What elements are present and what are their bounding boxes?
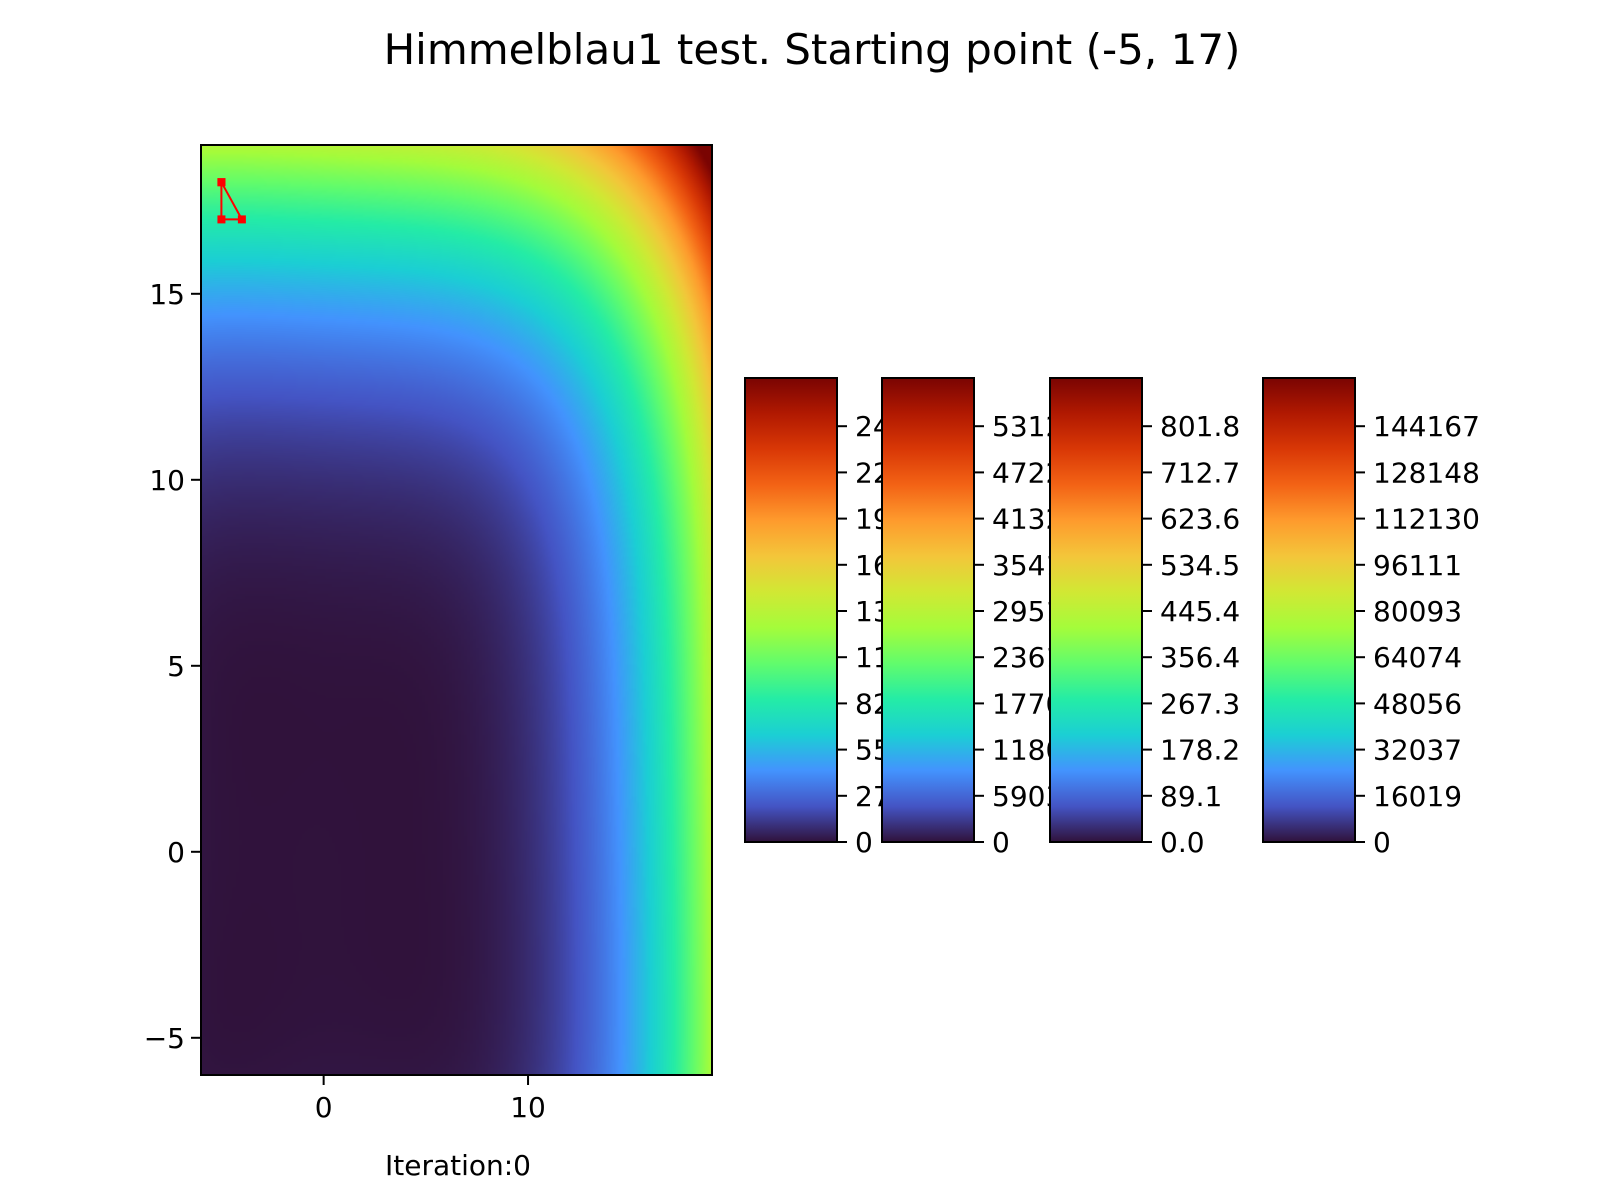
colorbar-tick-label: 445.4 — [1160, 595, 1240, 628]
colorbar-tick-label: 267.3 — [1160, 687, 1240, 720]
y-tick-label: 15 — [149, 278, 185, 311]
path-point — [217, 178, 226, 187]
chart-title: Himmelblau1 test. Starting point (-5, 17… — [384, 25, 1241, 74]
colorbar-tick-label: 16019 — [1373, 780, 1462, 813]
colorbar-tick-label: 32037 — [1373, 734, 1462, 767]
y-tick-label: 0 — [167, 836, 185, 869]
colorbar-tick-label: 112130 — [1373, 503, 1480, 536]
colorbar-tick-label: 0 — [1373, 826, 1391, 859]
colorbar-tick-label: 801.8 — [1160, 410, 1240, 443]
y-tick-label: 10 — [149, 464, 185, 497]
colorbar-tick-label: 0.0 — [1160, 826, 1205, 859]
colorbar-tick-label: 0 — [855, 826, 873, 859]
colorbar-tick-label: 534.5 — [1160, 549, 1240, 582]
plot-area: 0 10 −5 0 5 10 15 — [144, 144, 713, 1124]
x-axis-label: Iteration:0 — [385, 1149, 531, 1182]
colorbar-tick-label: 623.6 — [1160, 503, 1240, 536]
colorbar-3: 0.0 89.1 178.2 267.3 356.4 445.4 534.5 623.6 712… — [1049, 377, 1240, 859]
colorbar-tick-label: 80093 — [1373, 595, 1462, 628]
colorbar-tick-label: 96111 — [1373, 549, 1462, 582]
colorbar-gradient-fill — [1263, 378, 1355, 842]
y-tick-label: −5 — [144, 1022, 185, 1055]
colorbar-tick-label: 128148 — [1373, 456, 1480, 489]
colorbar-tick-label: 712.7 — [1160, 456, 1240, 489]
colorbar-tick-label: 178.2 — [1160, 734, 1240, 767]
colorbar-4: 0 16019 32037 48056 64074 80093 96111 112130 128… — [1262, 377, 1480, 859]
colorbar-gradient-fill — [882, 378, 974, 842]
colorbar-tick-label: 144167 — [1373, 410, 1480, 443]
colorbar-gradient-fill — [1050, 378, 1142, 842]
x-tick-label: 10 — [510, 1091, 546, 1124]
colorbar-tick-label: 48056 — [1373, 687, 1462, 720]
colorbar-tick-label: 64074 — [1373, 641, 1462, 674]
y-tick-label: 5 — [167, 650, 185, 683]
heatmap-image — [201, 145, 712, 1075]
colorbar-gradient-fill — [745, 378, 837, 842]
optimizer-path — [220, 181, 244, 221]
colorbar-tick-label: 89.1 — [1160, 780, 1222, 813]
path-point — [237, 215, 246, 224]
path-point — [217, 215, 226, 224]
colorbars: 0275575511382670110226137783165339192896… — [744, 377, 1480, 859]
x-tick-label: 0 — [315, 1091, 333, 1124]
colorbar-tick-label: 0 — [992, 826, 1010, 859]
axes-frame — [200, 144, 713, 1076]
colorbar-tick-label: 356.4 — [1160, 641, 1240, 674]
